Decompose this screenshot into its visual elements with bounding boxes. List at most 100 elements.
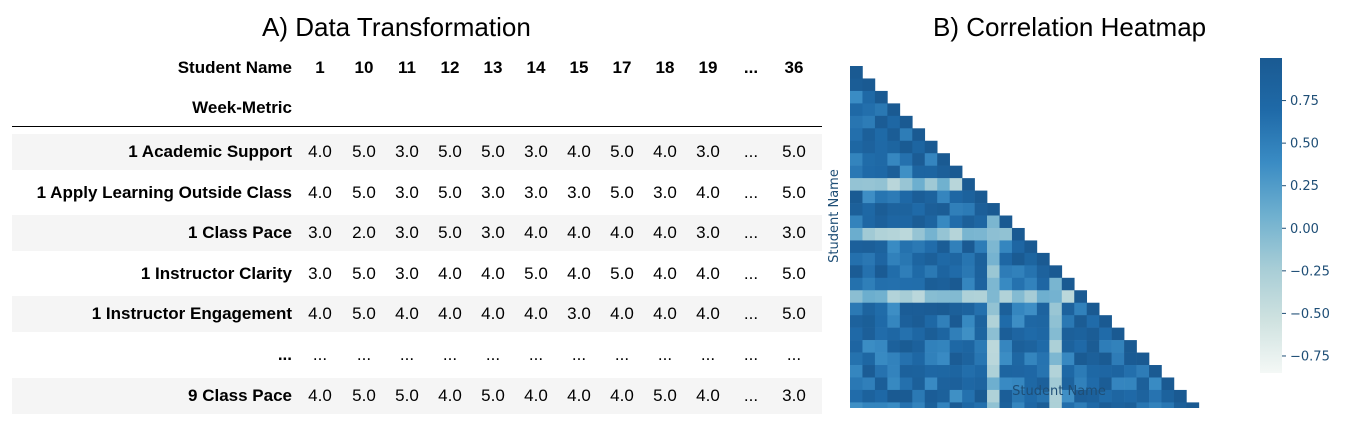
heatmap-cell (1011, 402, 1025, 408)
heatmap-cell (987, 389, 1000, 403)
heatmap-cell (999, 252, 1013, 266)
heatmap-cell (899, 153, 913, 166)
heatmap-cell (874, 227, 888, 241)
heatmap-cell (1136, 365, 1150, 378)
heatmap-cell (862, 227, 876, 241)
column-header: 36 (784, 58, 804, 77)
heatmap-cell (912, 215, 926, 229)
heatmap-cell (962, 389, 975, 403)
heatmap-cell (974, 265, 988, 279)
heatmap-cell (1149, 389, 1162, 403)
heatmap-cell (1049, 402, 1063, 408)
table-cell: 4.0 (308, 304, 332, 324)
heatmap-cell (962, 240, 975, 254)
table-cell: ... (743, 304, 759, 324)
table-cell: 4.0 (524, 385, 548, 405)
heatmap-cell (962, 277, 975, 291)
table-cell: 3.0 (567, 304, 591, 324)
heatmap-cell (1011, 327, 1025, 341)
heatmap-cell (862, 365, 876, 378)
heatmap-cell (1036, 327, 1050, 341)
heatmap-cell (899, 402, 913, 408)
heatmap-cell (912, 277, 926, 291)
heatmap-cell (999, 277, 1013, 291)
heatmap-cell (862, 352, 876, 366)
heatmap-cell (912, 140, 926, 154)
heatmap-cell (874, 402, 888, 408)
heatmap-cell (1036, 365, 1050, 378)
heatmap-cell (1036, 352, 1050, 366)
heatmap-cell (949, 252, 963, 266)
heatmap-cell (899, 140, 913, 154)
heatmap-cell (887, 165, 901, 179)
heatmap-cell (1111, 389, 1125, 403)
heatmap-cell (874, 190, 888, 204)
heatmap-cell (850, 165, 863, 179)
heatmap-cell (999, 327, 1013, 341)
heatmap-cell (862, 90, 876, 104)
heatmap-cell (887, 340, 901, 353)
heatmap-cell (887, 128, 901, 142)
heatmap-cell (887, 190, 901, 204)
heatmap-cell (1036, 377, 1050, 391)
heatmap-cell (974, 227, 988, 241)
heatmap-cell (887, 215, 901, 229)
heatmap-cell (937, 389, 950, 403)
heatmap-cell (912, 365, 926, 378)
heatmap-cell (1124, 389, 1137, 403)
table-cell: 4.0 (308, 182, 332, 202)
heatmap-cell (850, 389, 863, 403)
heatmap-cell (1086, 402, 1100, 408)
heatmap-cell (924, 190, 938, 204)
colorbar (1260, 58, 1282, 373)
heatmap-cell (924, 340, 938, 353)
table-cell: 3.0 (696, 142, 720, 161)
heatmap-cell (962, 178, 975, 191)
heatmap-cell (1161, 402, 1175, 408)
heatmap-cell (899, 252, 913, 266)
heatmap-cell (862, 115, 876, 129)
heatmap-cell (1061, 402, 1075, 408)
heatmap-cell (937, 340, 950, 353)
heatmap-cell (850, 90, 863, 104)
heatmap-cell (874, 365, 888, 378)
table-cell: 4.0 (610, 385, 634, 405)
columns-name-label: Student Name (177, 58, 292, 77)
heatmap-cell (937, 265, 950, 279)
panel-a-title: A) Data Transformation (262, 12, 531, 42)
heatmap-cell (1136, 389, 1150, 403)
heatmap-cell (1049, 327, 1063, 341)
heatmap-cell (862, 128, 876, 142)
heatmap-cell (1061, 340, 1075, 353)
table-cell: ... (312, 345, 328, 364)
heatmap-cell (1136, 352, 1150, 366)
heatmap-cell (962, 352, 975, 366)
column-header: ... (743, 58, 759, 77)
heatmap-cell (974, 252, 988, 266)
table-row: 1 Academic Support 4.0 5.0 3.0 5.0 5.0 3.0 4.0 5… (12, 134, 822, 170)
table-cell: 5.0 (610, 142, 634, 161)
heatmap-cell (1049, 389, 1063, 403)
heatmap-cell (974, 240, 988, 254)
colorbar-tick-label: −0.25 (1290, 264, 1330, 279)
table-cell: ... (743, 182, 759, 202)
heatmap-cell (987, 277, 1000, 291)
table-cell: 4.0 (653, 263, 677, 283)
colorbar-tick-label: −0.75 (1290, 349, 1330, 364)
table-cell: ... (743, 345, 759, 364)
table-row: 9 Class Pace 4.0 5.0 5.0 4.0 5.0 4.0 4.0 4.0 5.0 4… (12, 377, 822, 414)
table-cell: 4.0 (481, 304, 505, 324)
heatmap-cell (862, 340, 876, 353)
heatmap-cell (949, 203, 963, 216)
table-row: 1 Instructor Clarity 3.0 5.0 3.0 4.0 4.0 5.0 4.… (12, 256, 822, 292)
heatmap-cell (949, 365, 963, 378)
heatmap-cell (962, 190, 975, 204)
table-cell: ... (700, 345, 716, 364)
correlation-heatmap: Student Name Student Name 0.75 0.50 0.25 0.00… (827, 58, 1330, 408)
table-cell: 4.0 (524, 304, 548, 324)
heatmap-cell (912, 302, 926, 316)
heatmap-cell (987, 315, 1000, 328)
heatmap-cell (1036, 315, 1050, 328)
heatmap-cell (987, 215, 1000, 229)
heatmap-cell (1049, 377, 1063, 391)
